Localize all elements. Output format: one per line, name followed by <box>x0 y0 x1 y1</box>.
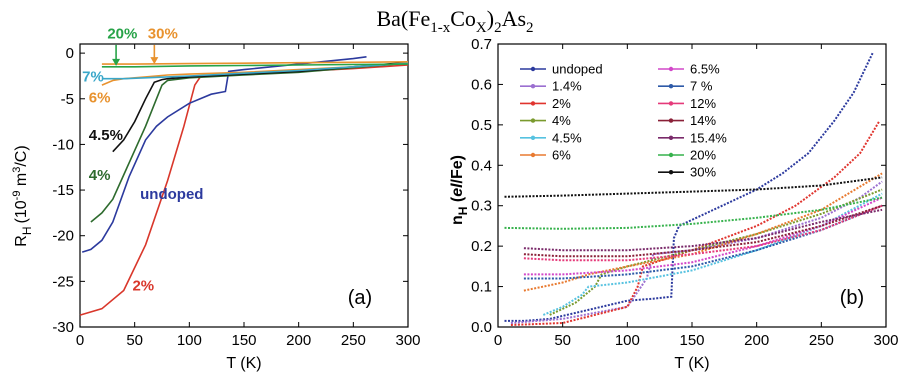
x-tick-label: 150 <box>679 332 704 349</box>
series-line-6- <box>523 172 883 292</box>
legend-entry: undoped <box>552 62 603 77</box>
series-line-4- <box>90 62 409 223</box>
legend-marker <box>530 66 536 72</box>
y-tick-label: -5 <box>61 91 74 108</box>
x-tick-label: 300 <box>395 332 420 349</box>
x-tick-label: 250 <box>341 332 366 349</box>
x-tick-label: 0 <box>494 332 502 349</box>
annotation-20-: 20% <box>107 26 137 43</box>
legend-marker <box>668 101 674 106</box>
series-line-2- <box>79 64 409 316</box>
y-tick-label: 0.7 <box>471 36 492 53</box>
annotation-30-: 30% <box>148 26 178 43</box>
y-tick-label: 0.4 <box>471 157 492 174</box>
series-line-1-4- <box>510 180 883 324</box>
panel-b-xlabel: T (K) <box>674 355 709 372</box>
legend-entry: 12% <box>690 96 716 111</box>
legend-entry: 15.4% <box>690 130 727 145</box>
series-line-30- <box>101 61 409 65</box>
arrow-head-icon <box>112 58 121 66</box>
legend-entry: 6.5% <box>690 62 720 77</box>
x-tick-label: 0 <box>76 332 84 349</box>
y-tick-label: -20 <box>52 228 74 245</box>
legend-entry: 4.5% <box>552 130 582 145</box>
x-tick-label: 100 <box>177 332 202 349</box>
y-tick-label: 0.5 <box>471 117 492 134</box>
legend-marker <box>668 170 674 175</box>
panel-a-label: (a) <box>348 287 372 309</box>
x-tick-label: 150 <box>231 332 256 349</box>
annotation-4-: 4% <box>89 167 111 184</box>
y-tick-label: 0.3 <box>471 198 492 215</box>
series-line-12- <box>523 204 883 262</box>
x-tick-label: 200 <box>744 332 769 349</box>
annotation-7-: 7% <box>82 68 104 85</box>
panel-b-label: (b) <box>840 287 864 309</box>
annotation-2-: 2% <box>132 277 154 294</box>
y-tick-label: -25 <box>52 273 74 290</box>
series-line-7- <box>523 204 883 280</box>
annotation-6-: 6% <box>89 89 111 106</box>
series-line-30- <box>504 176 883 198</box>
legend-entry: 14% <box>690 113 716 128</box>
legend-marker <box>530 84 536 89</box>
series-line-undoped <box>81 56 367 253</box>
y-tick-label: 0 <box>66 45 74 62</box>
y-tick-label: 0.0 <box>471 319 492 336</box>
legend-entry: 7 % <box>690 79 713 94</box>
legend-entry: 2% <box>552 96 571 111</box>
series-line-15-4- <box>523 208 883 252</box>
figure-title: Ba(Fe1-xCoX)2As2 <box>376 6 533 36</box>
y-tick-label: 0.1 <box>471 279 492 296</box>
legend-marker <box>668 135 674 140</box>
legend-marker <box>668 152 674 158</box>
x-tick-label: 200 <box>286 332 311 349</box>
x-tick-label: 50 <box>554 332 571 349</box>
series-line-14- <box>523 204 883 258</box>
x-tick-label: 250 <box>809 332 834 349</box>
legend-marker <box>530 152 536 158</box>
legend-marker <box>668 66 674 72</box>
series-line-6-5- <box>523 196 883 276</box>
legend-entry: 20% <box>690 148 716 163</box>
series-line-undoped <box>504 51 875 322</box>
legend-entry: 4% <box>552 113 571 128</box>
y-tick-label: -15 <box>52 182 74 199</box>
panel-b-ylabel: nH (el/Fe) <box>449 155 470 225</box>
panel-a-chart: RH(10-9 m3/C) T (K) (a) 0 50 100 150 200 250 3… <box>11 26 421 372</box>
x-tick-label: 300 <box>873 332 898 349</box>
legend-marker <box>530 118 536 123</box>
y-tick-label: 0.6 <box>471 76 492 93</box>
legend-marker <box>530 101 536 106</box>
annotation-undoped: undoped <box>140 186 203 203</box>
series-line-20- <box>101 63 409 68</box>
series-line-7- <box>101 62 409 80</box>
y-tick-label: 0.2 <box>471 238 492 255</box>
panel-a-ylabel: RH(10-9 m3/C) <box>11 145 34 246</box>
plot-frame <box>79 43 409 328</box>
legend-entry: 6% <box>552 148 571 163</box>
legend-marker <box>668 84 674 89</box>
panel-a-xlabel: T (K) <box>226 355 261 372</box>
legend-entry: 1.4% <box>552 79 582 94</box>
y-tick-label: -30 <box>52 319 74 336</box>
annotation-4-5-: 4.5% <box>89 127 123 144</box>
legend-entry: 30% <box>690 165 716 180</box>
legend-marker <box>668 118 674 123</box>
series-line-4-5- <box>542 192 883 316</box>
x-tick-label: 100 <box>615 332 640 349</box>
x-tick-label: 50 <box>126 332 143 349</box>
y-tick-label: -10 <box>52 136 74 153</box>
arrow-head-icon <box>150 57 159 65</box>
legend-marker <box>530 135 536 140</box>
panel-b-chart: nH (el/Fe) T (K) (b) 0 50 100 150 200 250 300 0… <box>449 36 899 372</box>
